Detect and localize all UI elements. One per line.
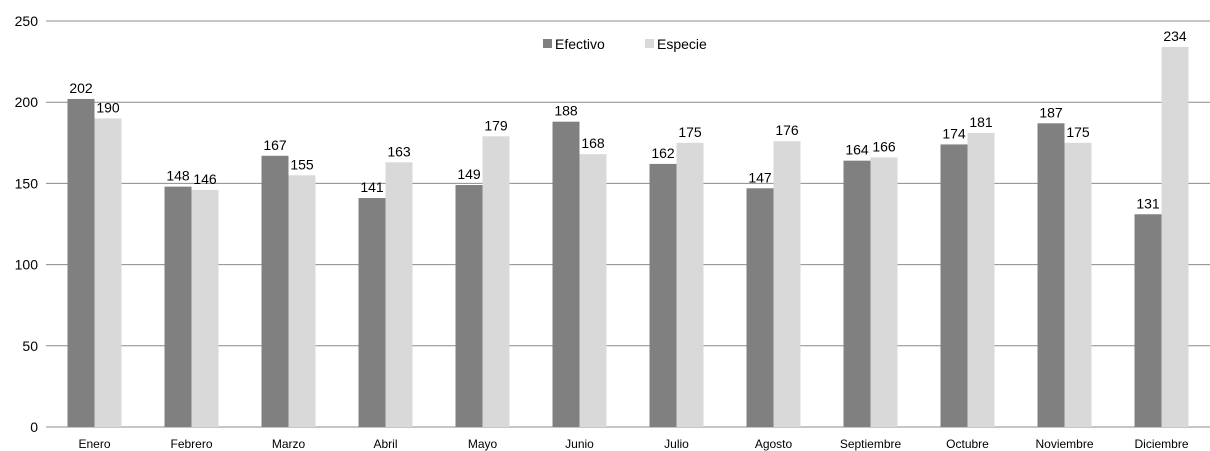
bar (191, 189, 219, 427)
x-category-label: Octubre (946, 437, 989, 451)
bar (164, 186, 192, 427)
bar (773, 141, 801, 427)
bar (843, 160, 871, 427)
data-label: 163 (387, 143, 411, 159)
data-label: 202 (69, 80, 93, 96)
data-label: 167 (263, 137, 287, 153)
y-tick-label: 200 (15, 94, 39, 110)
x-category-label: Septiembre (840, 437, 902, 451)
bar (940, 144, 968, 427)
x-category-label: Enero (78, 437, 110, 451)
data-label: 190 (96, 99, 120, 115)
data-label: 176 (775, 122, 799, 138)
data-label: 187 (1039, 104, 1063, 120)
bar (649, 163, 677, 428)
bar (746, 188, 774, 427)
bar (1134, 214, 1162, 427)
data-label: 174 (942, 125, 966, 141)
x-axis-categories: Enero Febrero Marzo Abril Mayo Junio Julio Agos… (78, 437, 1188, 451)
bar (870, 157, 898, 427)
x-category-label: Marzo (272, 437, 306, 451)
bar (358, 198, 386, 427)
data-label: 146 (193, 171, 217, 187)
legend-label-especie: Especie (657, 36, 707, 52)
data-label: 166 (872, 138, 896, 154)
x-category-label: Abril (373, 437, 397, 451)
data-label: 149 (457, 166, 481, 182)
y-axis-ticks: 0 50 100 150 200 250 (15, 13, 39, 435)
bar (967, 133, 995, 427)
data-label: 164 (845, 142, 869, 158)
y-tick-label: 250 (15, 13, 39, 29)
data-label: 175 (678, 124, 702, 140)
bars (67, 46, 1189, 428)
legend-swatch-efectivo (543, 39, 552, 48)
bar (676, 142, 704, 428)
bar (261, 155, 289, 428)
data-label: 188 (554, 103, 578, 119)
bar (455, 185, 483, 427)
legend: Efectivo Especie (543, 36, 707, 52)
legend-swatch-especie (645, 39, 654, 48)
data-label: 175 (1066, 124, 1090, 140)
bar (1064, 142, 1092, 428)
x-category-label: Noviembre (1035, 437, 1093, 451)
data-label: 141 (360, 179, 384, 195)
bar (552, 121, 580, 428)
bar (579, 154, 607, 427)
y-tick-label: 50 (22, 338, 38, 354)
x-category-label: Mayo (468, 437, 498, 451)
bar (67, 98, 95, 428)
bar (482, 136, 510, 427)
x-category-label: Febrero (170, 437, 212, 451)
data-label: 162 (651, 145, 675, 161)
data-label: 131 (1136, 195, 1160, 211)
data-label: 181 (969, 114, 993, 130)
data-label: 168 (581, 135, 605, 151)
x-category-label: Junio (565, 437, 594, 451)
data-label: 148 (166, 168, 190, 184)
bar (94, 118, 122, 427)
data-label: 147 (748, 169, 772, 185)
y-tick-label: 150 (15, 175, 39, 191)
bar (1037, 123, 1065, 427)
data-label: 155 (290, 156, 314, 172)
data-label: 179 (484, 117, 508, 133)
data-label: 234 (1163, 28, 1187, 44)
bar (385, 162, 413, 427)
bar (1161, 46, 1189, 427)
x-category-label: Diciembre (1134, 437, 1188, 451)
gridlines (46, 20, 1210, 428)
y-tick-label: 100 (15, 257, 39, 273)
y-tick-label: 0 (30, 419, 38, 435)
x-category-label: Julio (664, 437, 689, 451)
x-category-label: Agosto (755, 437, 793, 451)
legend-label-efectivo: Efectivo (555, 36, 605, 52)
bar (288, 175, 316, 427)
